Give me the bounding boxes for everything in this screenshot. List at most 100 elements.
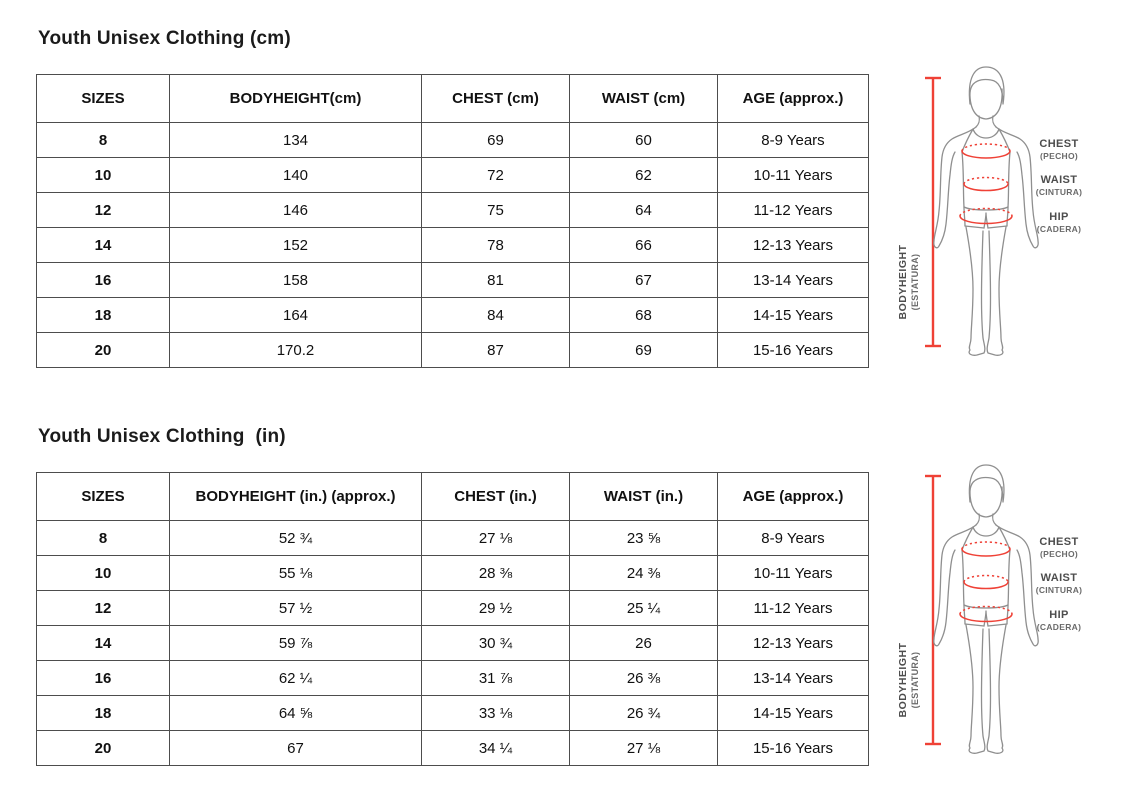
cell-age: 12-13 Years [717,227,869,263]
svg-text:(CADERA): (CADERA) [1037,622,1081,632]
cell-size: 18 [36,297,170,333]
cell-waist: 66 [569,227,718,263]
table-row-size-18: 18 64 ⅝ 33 ⅛ 26 ¾ 14-15 Years [36,695,869,731]
cell-bodyheight: 152 [169,227,422,263]
cell-waist: 64 [569,192,718,228]
cell-age: 10-11 Years [717,157,869,193]
cell-size: 10 [36,157,170,193]
col-header-sizes: SIZES [36,74,170,123]
cell-chest: 28 ⅜ [421,555,570,591]
col-header-chest: CHEST (cm) [421,74,570,123]
cell-age: 15-16 Years [717,332,869,368]
cell-bodyheight: 57 ½ [169,590,422,626]
col-header-age: AGE (approx.) [717,74,869,123]
table-row-size-14: 14 59 ⅞ 30 ¾ 26 12-13 Years [36,625,869,661]
cell-chest: 75 [421,192,570,228]
cell-size: 16 [36,262,170,298]
svg-text:HIP: HIP [1049,211,1069,223]
cell-size: 12 [36,192,170,228]
waist-label: WAIST (CINTURA) [1036,174,1083,197]
bodyheight-label: BODYHEIGHT (ESTATURA) [897,642,920,717]
cell-bodyheight: 164 [169,297,422,333]
cell-waist: 26 ⅜ [569,660,718,696]
table-row-size-8: 8 134 69 60 8-9 Years [36,122,869,158]
cell-chest: 87 [421,332,570,368]
cell-chest: 34 ¼ [421,730,570,766]
cell-age: 10-11 Years [717,555,869,591]
waist-measurement-ellipse [963,574,1009,590]
cell-age: 11-12 Years [717,590,869,626]
col-header-sizes: SIZES [36,472,170,521]
table-header-row-cm: SIZES BODYHEIGHT(cm) CHEST (cm) WAIST (c… [36,74,869,123]
cell-waist: 69 [569,332,718,368]
cell-bodyheight: 59 ⅞ [169,625,422,661]
cell-waist: 62 [569,157,718,193]
svg-text:WAIST: WAIST [1041,572,1078,584]
cell-chest: 72 [421,157,570,193]
col-header-chest: CHEST (in.) [421,472,570,521]
svg-text:CHEST: CHEST [1039,536,1078,548]
cell-bodyheight: 64 ⅝ [169,695,422,731]
size-table-cm: SIZES BODYHEIGHT(cm) CHEST (cm) WAIST (c… [36,74,869,368]
body-measurement-diagram-cm: BODYHEIGHT (ESTATURA) [897,66,1083,356]
cell-bodyheight: 134 [169,122,422,158]
cell-chest: 69 [421,122,570,158]
cell-chest: 81 [421,262,570,298]
cell-waist: 26 [569,625,718,661]
cell-waist: 27 ⅛ [569,730,718,766]
table-row-size-10: 10 55 ⅛ 28 ⅜ 24 ⅜ 10-11 Years [36,555,869,591]
cell-size: 16 [36,660,170,696]
table-header-row-in: SIZES BODYHEIGHT (in.) (approx.) CHEST (… [36,472,869,521]
child-body-outline [933,464,1039,754]
cell-size: 14 [36,625,170,661]
cell-size: 14 [36,227,170,263]
cell-bodyheight: 140 [169,157,422,193]
table-row-size-8: 8 52 ¾ 27 ⅛ 23 ⅝ 8-9 Years [36,520,869,556]
cell-size: 8 [36,122,170,158]
cell-age: 11-12 Years [717,192,869,228]
child-body-outline [933,66,1039,356]
cell-age: 8-9 Years [717,122,869,158]
cell-chest: 30 ¾ [421,625,570,661]
cell-chest: 84 [421,297,570,333]
cell-chest: 78 [421,227,570,263]
cell-age: 14-15 Years [717,695,869,731]
hip-measurement-ellipse [959,605,1013,623]
svg-text:(ESTATURA): (ESTATURA) [910,652,920,709]
table-row-size-16: 16 62 ¼ 31 ⅞ 26 ⅜ 13-14 Years [36,660,869,696]
cell-waist: 67 [569,262,718,298]
svg-text:(CADERA): (CADERA) [1037,224,1081,234]
bodyheight-dimension-line [925,76,941,348]
chest-label: CHEST (PECHO) [1039,138,1078,161]
waist-measurement-ellipse [963,176,1009,192]
table-row-size-14: 14 152 78 66 12-13 Years [36,227,869,263]
cell-chest: 29 ½ [421,590,570,626]
table-row-size-20: 20 170.2 87 69 15-16 Years [36,332,869,368]
cell-waist: 24 ⅜ [569,555,718,591]
cell-bodyheight: 67 [169,730,422,766]
cell-bodyheight: 146 [169,192,422,228]
cell-age: 13-14 Years [717,660,869,696]
cell-age: 13-14 Years [717,262,869,298]
cell-bodyheight: 52 ¾ [169,520,422,556]
table-row-size-10: 10 140 72 62 10-11 Years [36,157,869,193]
table-row-size-20: 20 67 34 ¼ 27 ⅛ 15-16 Years [36,730,869,766]
svg-text:(PECHO): (PECHO) [1040,549,1078,559]
col-header-bodyheight: BODYHEIGHT(cm) [169,74,422,123]
chest-measurement-ellipse [961,143,1011,159]
cell-age: 14-15 Years [717,297,869,333]
cell-bodyheight: 55 ⅛ [169,555,422,591]
svg-text:(CINTURA): (CINTURA) [1036,187,1083,197]
cell-size: 10 [36,555,170,591]
cell-size: 20 [36,730,170,766]
cell-age: 8-9 Years [717,520,869,556]
cell-chest: 31 ⅞ [421,660,570,696]
table-row-size-18: 18 164 84 68 14-15 Years [36,297,869,333]
cell-bodyheight: 158 [169,262,422,298]
svg-text:(PECHO): (PECHO) [1040,151,1078,161]
cell-age: 15-16 Years [717,730,869,766]
svg-text:(CINTURA): (CINTURA) [1036,585,1083,595]
cell-size: 18 [36,695,170,731]
svg-text:HIP: HIP [1049,609,1069,621]
